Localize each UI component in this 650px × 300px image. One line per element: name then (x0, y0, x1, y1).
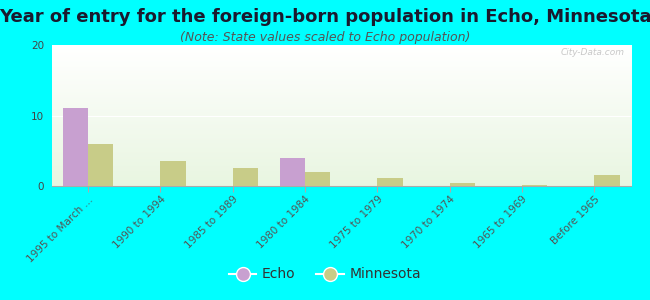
Text: (Note: State values scaled to Echo population): (Note: State values scaled to Echo popul… (180, 32, 470, 44)
Legend: Echo, Minnesota: Echo, Minnesota (223, 262, 427, 287)
Bar (63, 108, 88, 186)
Bar (88, 144, 114, 186)
Bar (305, 172, 330, 186)
Text: City-Data.com: City-Data.com (561, 48, 625, 57)
Bar (594, 176, 619, 186)
Text: Year of entry for the foreign-born population in Echo, Minnesota: Year of entry for the foreign-born popul… (0, 8, 650, 26)
Bar (233, 168, 258, 186)
Bar (522, 185, 547, 186)
Bar (450, 183, 475, 186)
Bar (161, 161, 186, 186)
Bar (280, 158, 305, 186)
Bar (378, 178, 403, 186)
